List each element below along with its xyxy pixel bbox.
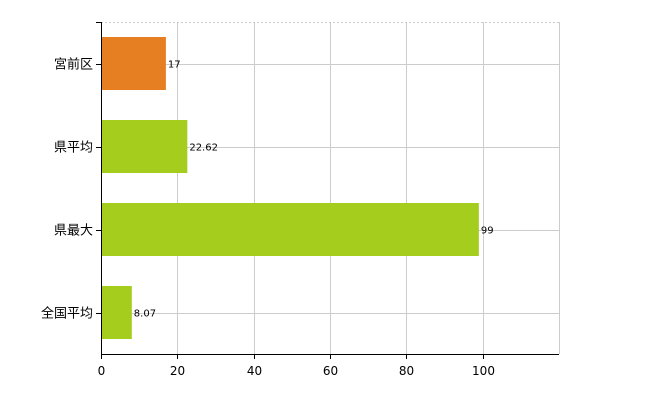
category-label: 宮前区: [54, 57, 93, 73]
bar-4: [102, 286, 132, 339]
category-label: 全国平均: [41, 306, 93, 322]
x-tick-label: 0: [98, 364, 106, 378]
grid-lines: [101, 22, 560, 354]
bars: [102, 37, 479, 339]
x-tick-label: 20: [170, 364, 185, 378]
bar-2: [102, 120, 188, 173]
category-label: 県最大: [54, 224, 93, 239]
category-label: 県平均: [54, 141, 93, 156]
data-label: 99: [481, 226, 494, 237]
data-label: 17: [168, 60, 181, 71]
axes: [96, 22, 559, 359]
labels: 17 宮前区 22.62 県平均 99 県最大 8.07 全国平均 0 20 40 60 80 100: [41, 57, 495, 379]
x-tick-label: 40: [247, 364, 262, 378]
data-label: 8.07: [134, 309, 156, 320]
bar-1: [102, 37, 166, 90]
x-tick-label: 100: [472, 364, 495, 378]
x-tick-label: 80: [399, 364, 414, 378]
data-label: 22.62: [189, 143, 218, 154]
x-tick-label: 60: [323, 364, 338, 378]
bar-3: [102, 203, 479, 256]
